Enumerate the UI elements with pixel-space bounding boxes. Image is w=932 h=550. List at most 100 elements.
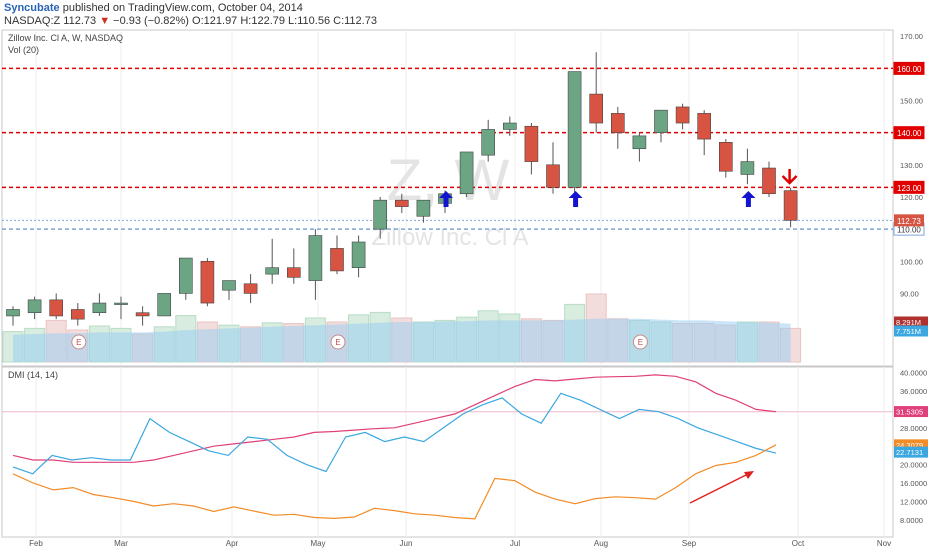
volume-ma-area — [13, 318, 791, 362]
time-axis-tick: Mar — [114, 539, 128, 548]
time-axis-tick: Nov — [877, 539, 891, 548]
candle-down — [546, 164, 560, 188]
candle-down — [610, 113, 625, 133]
candle-down — [783, 190, 798, 221]
dmi-axis-tick: 16.0000 — [900, 479, 927, 488]
candle-up — [459, 151, 474, 195]
minus-di-value-tag-label: 22.7131 — [896, 448, 923, 457]
dmi-series-adx — [12, 444, 777, 520]
earnings-label: E — [335, 338, 340, 347]
level-label: 140.00 — [897, 129, 922, 138]
candle-down — [49, 299, 64, 317]
sell-arrow-icon — [781, 169, 798, 185]
watermark-name: Zillow Inc. Cl A — [371, 224, 528, 251]
time-axis-tick: Aug — [594, 539, 608, 548]
level-tag — [893, 126, 925, 140]
candle-down — [718, 142, 733, 172]
candle-up — [416, 199, 431, 217]
earnings-label: E — [76, 338, 81, 347]
dmi-axis-tick: 20.0000 — [900, 461, 927, 470]
level-label: 123.00 — [897, 184, 922, 193]
dmi-axis-tick: 40.0000 — [900, 369, 927, 378]
publish-header: Syncubate published on TradingView.com, … — [4, 2, 303, 14]
candle-down — [675, 106, 690, 124]
time-axis-tick: Feb — [29, 539, 43, 548]
candle-down — [762, 167, 776, 195]
volume-legend: Vol (20) — [8, 45, 39, 55]
buy-arrow-icon — [741, 191, 756, 207]
candle-up — [114, 302, 128, 305]
candle-up — [373, 199, 388, 230]
volume-value-tag — [894, 316, 928, 328]
candle-down — [697, 113, 712, 140]
earnings-icon — [330, 334, 346, 350]
buy-arrow-icon — [568, 191, 583, 207]
candle-up — [179, 257, 193, 294]
price-axis-tick: 100.00 — [900, 257, 923, 266]
price-axis-tick: 90.00 — [900, 289, 919, 298]
last-price-tag — [894, 214, 924, 227]
candle-up — [481, 129, 496, 156]
dmi-axis-tick: 36.0000 — [900, 387, 927, 396]
candle-up — [567, 71, 582, 188]
dmi-panel — [1, 366, 894, 538]
candle-up — [222, 280, 236, 291]
price-axis-tick: 170.00 — [900, 32, 923, 41]
candle-down — [524, 125, 539, 162]
time-axis-tick: Apr — [226, 539, 239, 548]
last-price: 112.73 — [63, 15, 97, 27]
symbol-quote-line: NASDAQ:Z 112.73 ▼ −0.93 (−0.82%) O:121.9… — [4, 15, 377, 27]
earnings-label: E — [638, 338, 643, 347]
candle-up — [654, 109, 668, 133]
level-tag — [893, 61, 925, 75]
last-price-label: 112.73 — [897, 217, 921, 226]
level-label: 110.00 — [897, 226, 921, 235]
candle-up — [27, 299, 42, 314]
trend-arrow-icon — [689, 472, 751, 504]
candle-up — [6, 309, 20, 317]
adx-value-tag-label: 24.3079 — [896, 441, 923, 450]
plus-di-value-tag-label: 31.5305 — [896, 408, 923, 417]
dmi-axis-tick: 12.0000 — [900, 497, 927, 506]
adx-value-tag — [894, 439, 928, 451]
dmi-series-plus_di — [12, 374, 777, 463]
time-axis-tick: Jun — [400, 539, 413, 548]
ohlc-values: O:121.97 H:122.79 L:110.56 C:112.73 — [192, 15, 377, 27]
buy-arrow-icon — [439, 191, 453, 207]
candle-up — [502, 122, 517, 130]
candle-up — [740, 161, 755, 175]
change-down-icon: ▼ — [99, 15, 111, 27]
candle-up — [632, 135, 647, 150]
change-value: −0.93 (−0.82%) — [113, 15, 189, 27]
dmi-title: DMI (14, 14) — [8, 370, 58, 380]
level-label: 160.00 — [897, 65, 922, 74]
time-axis-tick: Sep — [682, 539, 697, 548]
earnings-icon — [632, 334, 648, 350]
volume-ma-value-tag — [894, 325, 928, 337]
time-axis-tick: Oct — [792, 539, 805, 548]
candle-down — [394, 199, 409, 207]
candle-up — [157, 293, 171, 317]
price-axis-tick: 150.00 — [900, 97, 923, 106]
publish-info: published on TradingView.com, October 04… — [62, 2, 303, 14]
dmi-series-minus_di — [12, 392, 777, 475]
minus-di-value-tag — [894, 446, 928, 458]
volume-ma-value-tag-label: 7.751M — [896, 327, 921, 336]
level-tag — [893, 180, 925, 194]
price-axis-tick: 120.00 — [900, 193, 923, 202]
candle-down — [243, 283, 258, 294]
candle-down — [135, 312, 150, 317]
plus-di-value-tag — [894, 406, 928, 418]
dmi-axis-tick: 28.0000 — [900, 424, 927, 433]
candle-up — [92, 302, 107, 314]
earnings-icon — [71, 334, 87, 350]
symbol-label: NASDAQ:Z — [4, 15, 61, 27]
trend-arrowhead-icon — [744, 471, 754, 479]
candle-up — [265, 267, 280, 275]
candle-down — [200, 260, 215, 304]
candle-down — [589, 93, 604, 124]
author-link[interactable]: Syncubate — [4, 2, 60, 14]
candle-up — [308, 235, 323, 281]
price-chart-title: Zillow Inc. Cl A, W, NASDAQ — [8, 33, 123, 43]
